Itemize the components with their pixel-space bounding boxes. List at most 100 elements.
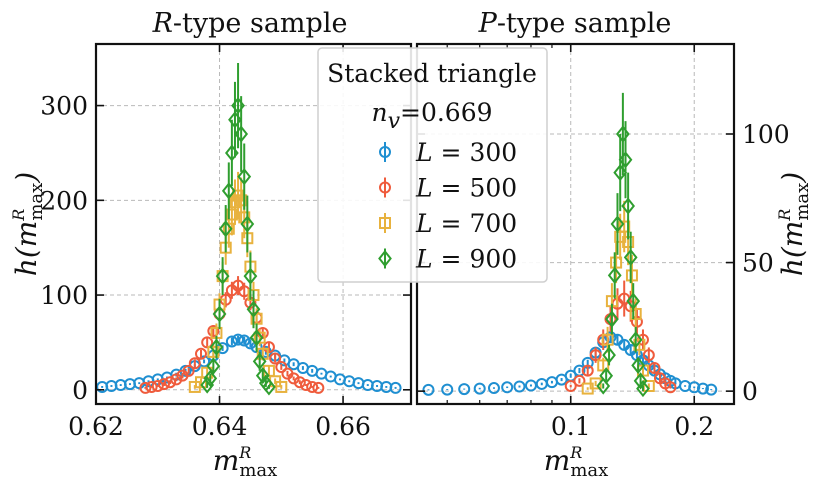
data-point [249,329,264,347]
data-point [664,381,677,394]
data-point [623,248,638,267]
data-point [201,336,214,349]
legend-marker [379,146,391,158]
data-point [696,382,709,395]
legend-marker [378,249,392,268]
x-tick-label: 0.1 [551,412,591,441]
data-point [602,346,616,364]
data-point [222,222,235,235]
data-point [596,377,611,395]
data-point [188,357,201,370]
right-ticks: 0.1 0.2 0 50 100 [417,44,790,441]
data-point [139,381,152,394]
data-point [573,374,586,387]
data-point [631,356,646,375]
data-point [212,305,227,323]
data-point [182,364,195,377]
data-point [300,379,312,392]
y-tick-label: 0 [742,377,758,406]
data-point [145,380,158,393]
data-point [389,381,402,394]
right-panel-title: P-type sample [478,8,672,39]
data-point [306,380,319,393]
y-tick-label: 50 [742,249,774,278]
data-point [252,352,267,370]
data-point [203,369,218,388]
legend-label-var: L [415,209,433,238]
legend-label: L = 500 [415,174,517,203]
legend-label: L = 900 [415,245,517,274]
legend-label-value: = 300 [433,138,518,167]
y-tick-label: 0 [72,376,88,405]
panel-r-type: R-type sample 0.62 0.64 0.66 0 100 200 300 mR m… [9,8,413,481]
legend-box [317,47,548,283]
legend-marker [379,217,391,229]
legend-label: L = 700 [415,209,517,238]
y-tick-label: 300 [40,92,88,121]
data-point [170,373,183,386]
data-point [221,182,236,200]
data-point [275,361,288,374]
data-point [240,215,255,233]
legend-parameter: nv=0.669 [371,98,492,134]
legend-label: L = 300 [415,138,517,167]
left-panel-title: R-type sample [152,8,348,39]
data-point [626,292,641,310]
data-point [607,266,622,285]
data-point [513,380,526,393]
data-point [524,379,537,392]
data-point [564,380,577,392]
data-point [275,380,288,393]
data-point [243,267,258,285]
data-point [458,383,471,396]
data-point [648,362,661,374]
series-l900 [200,62,276,396]
y-tick-label: 100 [742,120,790,149]
y-tick-label: 200 [40,186,88,215]
data-point [621,197,636,215]
data-point [610,215,625,233]
data-point [610,256,623,269]
data-point [238,334,251,347]
data-point [605,310,619,328]
data-point [232,333,245,346]
legend-entry: L = 500 [379,174,517,203]
data-point [151,380,164,392]
data-point [613,163,628,182]
legend-entry: L = 900 [378,245,517,274]
legend-label-value: = 700 [433,209,518,238]
series-l900 [596,92,650,398]
left-ticks: 0.62 0.64 0.66 0 100 200 300 [40,44,411,441]
data-point [262,378,276,396]
x-tick-label: 0.62 [68,412,124,441]
data-point [629,308,642,320]
data-point [253,331,266,344]
data-point [225,208,238,221]
data-point [209,338,224,356]
legend-title: Stacked triangle [327,59,537,88]
data-point [618,151,633,169]
data-point [615,125,630,143]
data-point [235,194,248,207]
data-point [218,220,233,238]
data-point [599,367,614,385]
data-point [630,315,643,328]
data-point [618,220,631,233]
data-point [688,381,701,394]
data-point [195,347,207,360]
left-x-axis-label: mR max [213,443,278,481]
legend-marker [379,181,391,194]
data-point [195,376,207,389]
data-point [601,333,614,346]
legend: Stacked triangle nv=0.669 L = 300 L = 500… [317,47,548,283]
panel-p-type: P-type sample 0.1 0.2 0 50 100 mR max h(mRmax… [415,8,813,481]
data-point [246,300,261,318]
data-point [441,383,454,396]
data-point [422,383,435,396]
data-point [164,376,177,389]
legend-label-value: = 900 [433,245,518,274]
right-series-layer [422,92,718,398]
y-tick-label: 100 [40,281,88,310]
data-point [501,381,514,394]
